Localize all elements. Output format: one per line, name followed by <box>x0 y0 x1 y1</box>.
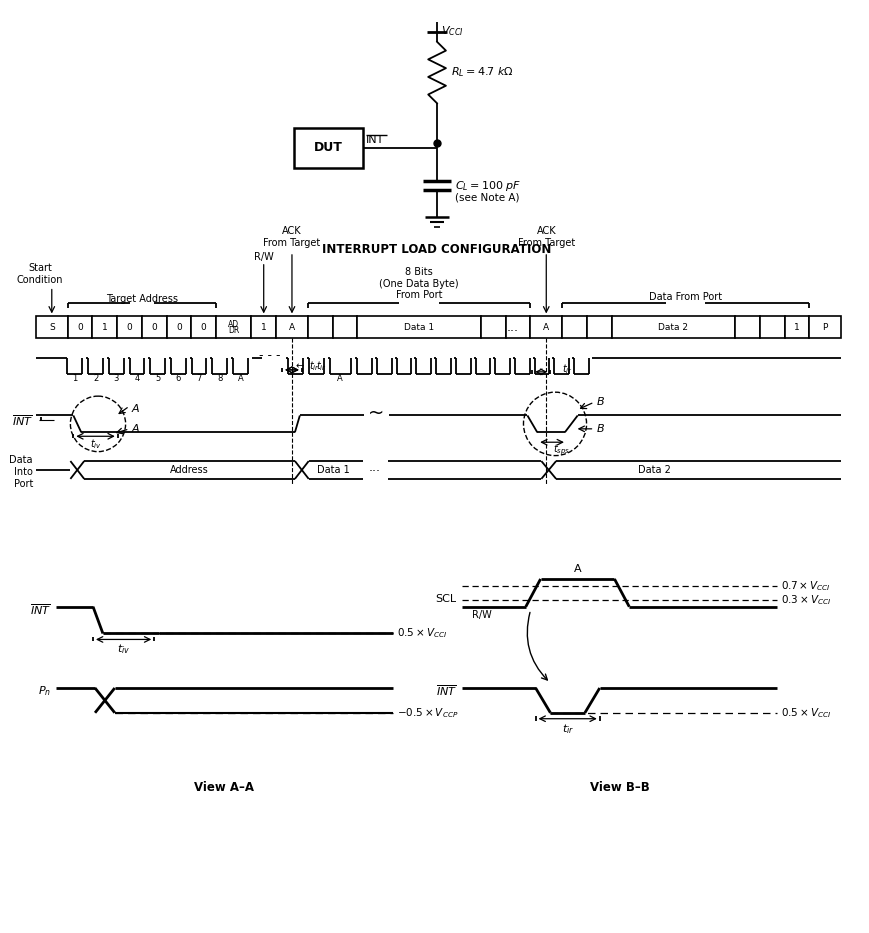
Text: ...: ... <box>507 321 519 334</box>
Text: A: A <box>131 404 139 414</box>
Text: $0.3 \times V_{CCI}$: $0.3 \times V_{CCI}$ <box>780 592 831 606</box>
Text: $P_n$: $P_n$ <box>37 684 50 698</box>
Bar <box>117 316 142 338</box>
Text: ACK
From Target: ACK From Target <box>263 227 320 248</box>
Text: Data 1: Data 1 <box>316 465 349 475</box>
Bar <box>734 316 760 338</box>
Text: $0.7 \times V_{CCI}$: $0.7 \times V_{CCI}$ <box>780 579 830 592</box>
Text: DUT: DUT <box>314 142 342 154</box>
Text: Data 2: Data 2 <box>638 465 670 475</box>
Text: $t_{iv}$: $t_{iv}$ <box>90 438 102 451</box>
Bar <box>308 316 332 338</box>
Text: $-0.5 \times V_{CCP}$: $-0.5 \times V_{CCP}$ <box>396 706 458 719</box>
Bar <box>166 316 191 338</box>
Text: View A–A: View A–A <box>194 781 254 794</box>
Text: $C_L = 100\ pF$: $C_L = 100\ pF$ <box>454 178 521 192</box>
Bar <box>142 316 166 338</box>
Text: S: S <box>49 323 55 332</box>
Text: 1: 1 <box>72 374 77 383</box>
Text: 8 Bits
(One Data Byte)
From Port: 8 Bits (One Data Byte) From Port <box>379 267 459 300</box>
Text: 1: 1 <box>261 323 266 332</box>
Bar <box>275 316 308 338</box>
Text: 0: 0 <box>77 323 83 332</box>
Text: 1: 1 <box>793 323 799 332</box>
Text: A: A <box>289 323 295 332</box>
Bar <box>481 316 505 338</box>
Text: - - -: - - - <box>258 349 280 361</box>
Text: 5: 5 <box>155 374 160 383</box>
Text: 0: 0 <box>176 323 182 332</box>
Text: INT: INT <box>366 135 384 145</box>
Text: ...: ... <box>368 462 381 475</box>
Text: $t_{ir}$: $t_{ir}$ <box>561 362 573 376</box>
Bar <box>611 316 734 338</box>
Text: B: B <box>596 397 603 407</box>
Text: Data
Into
Port: Data Into Port <box>10 455 33 489</box>
Text: A: A <box>573 564 580 574</box>
Text: (see Note A): (see Note A) <box>454 192 519 202</box>
Bar <box>357 316 481 338</box>
Bar <box>784 316 808 338</box>
Bar <box>191 316 216 338</box>
Bar <box>530 316 561 338</box>
Text: 2: 2 <box>93 374 98 383</box>
Text: P: P <box>822 323 827 332</box>
Text: $\leftarrow\ t_{ir}$: $\leftarrow\ t_{ir}$ <box>294 359 320 373</box>
Text: Data 1: Data 1 <box>403 323 434 332</box>
Text: A: A <box>237 374 243 383</box>
Text: 0: 0 <box>151 323 157 332</box>
Text: Start
Condition: Start Condition <box>17 263 63 285</box>
Text: 3: 3 <box>114 374 119 383</box>
Bar <box>760 316 784 338</box>
Text: AD: AD <box>228 320 239 328</box>
Bar <box>808 316 840 338</box>
Text: SCL: SCL <box>435 593 456 604</box>
Text: A: A <box>336 374 342 383</box>
Text: $t_{iv}$: $t_{iv}$ <box>116 643 130 656</box>
Text: ACK
From Target: ACK From Target <box>517 227 574 248</box>
Bar <box>92 316 117 338</box>
Bar <box>216 316 251 338</box>
Text: $V_{CCI}$: $V_{CCI}$ <box>441 24 463 38</box>
Bar <box>294 128 362 168</box>
Text: $\overline{INT}$: $\overline{INT}$ <box>435 684 456 698</box>
Text: $0.5 \times V_{CCI}$: $0.5 \times V_{CCI}$ <box>396 627 447 640</box>
Bar <box>36 316 68 338</box>
Text: 0: 0 <box>201 323 206 332</box>
Bar <box>68 316 92 338</box>
Text: ~: ~ <box>367 404 383 423</box>
Text: 7: 7 <box>196 374 202 383</box>
Text: Address: Address <box>170 465 209 475</box>
Text: R/W: R/W <box>254 252 273 262</box>
Text: 1: 1 <box>102 323 108 332</box>
Text: B: B <box>596 424 603 434</box>
Text: 6: 6 <box>176 374 181 383</box>
Text: DR: DR <box>228 326 239 335</box>
Text: 4: 4 <box>134 374 139 383</box>
Text: Data From Port: Data From Port <box>648 291 721 301</box>
Text: Target Address: Target Address <box>106 294 177 303</box>
Text: INTERRUPT LOAD CONFIGURATION: INTERRUPT LOAD CONFIGURATION <box>322 244 551 257</box>
Text: A: A <box>542 323 548 332</box>
Bar <box>332 316 357 338</box>
Text: A: A <box>131 424 139 434</box>
Text: Data 2: Data 2 <box>658 323 687 332</box>
Bar <box>587 316 611 338</box>
Text: $t_{sps}$: $t_{sps}$ <box>553 443 570 457</box>
Text: $\overline{INT}$: $\overline{INT}$ <box>30 603 50 617</box>
Text: 0: 0 <box>127 323 132 332</box>
Bar <box>505 316 530 338</box>
Text: 8: 8 <box>216 374 222 383</box>
Text: $0.5 \times V_{CCI}$: $0.5 \times V_{CCI}$ <box>780 706 831 719</box>
Bar <box>251 316 275 338</box>
Text: R/W: R/W <box>471 609 491 620</box>
Bar <box>561 316 587 338</box>
Text: $t_{ir}$: $t_{ir}$ <box>315 359 327 373</box>
Text: View B–B: View B–B <box>589 781 648 794</box>
Text: $t_{ir}$: $t_{ir}$ <box>561 722 573 735</box>
Text: $R_L = 4.7\ k\Omega$: $R_L = 4.7\ k\Omega$ <box>450 65 514 79</box>
Text: $\overline{INT}$: $\overline{INT}$ <box>12 413 33 427</box>
